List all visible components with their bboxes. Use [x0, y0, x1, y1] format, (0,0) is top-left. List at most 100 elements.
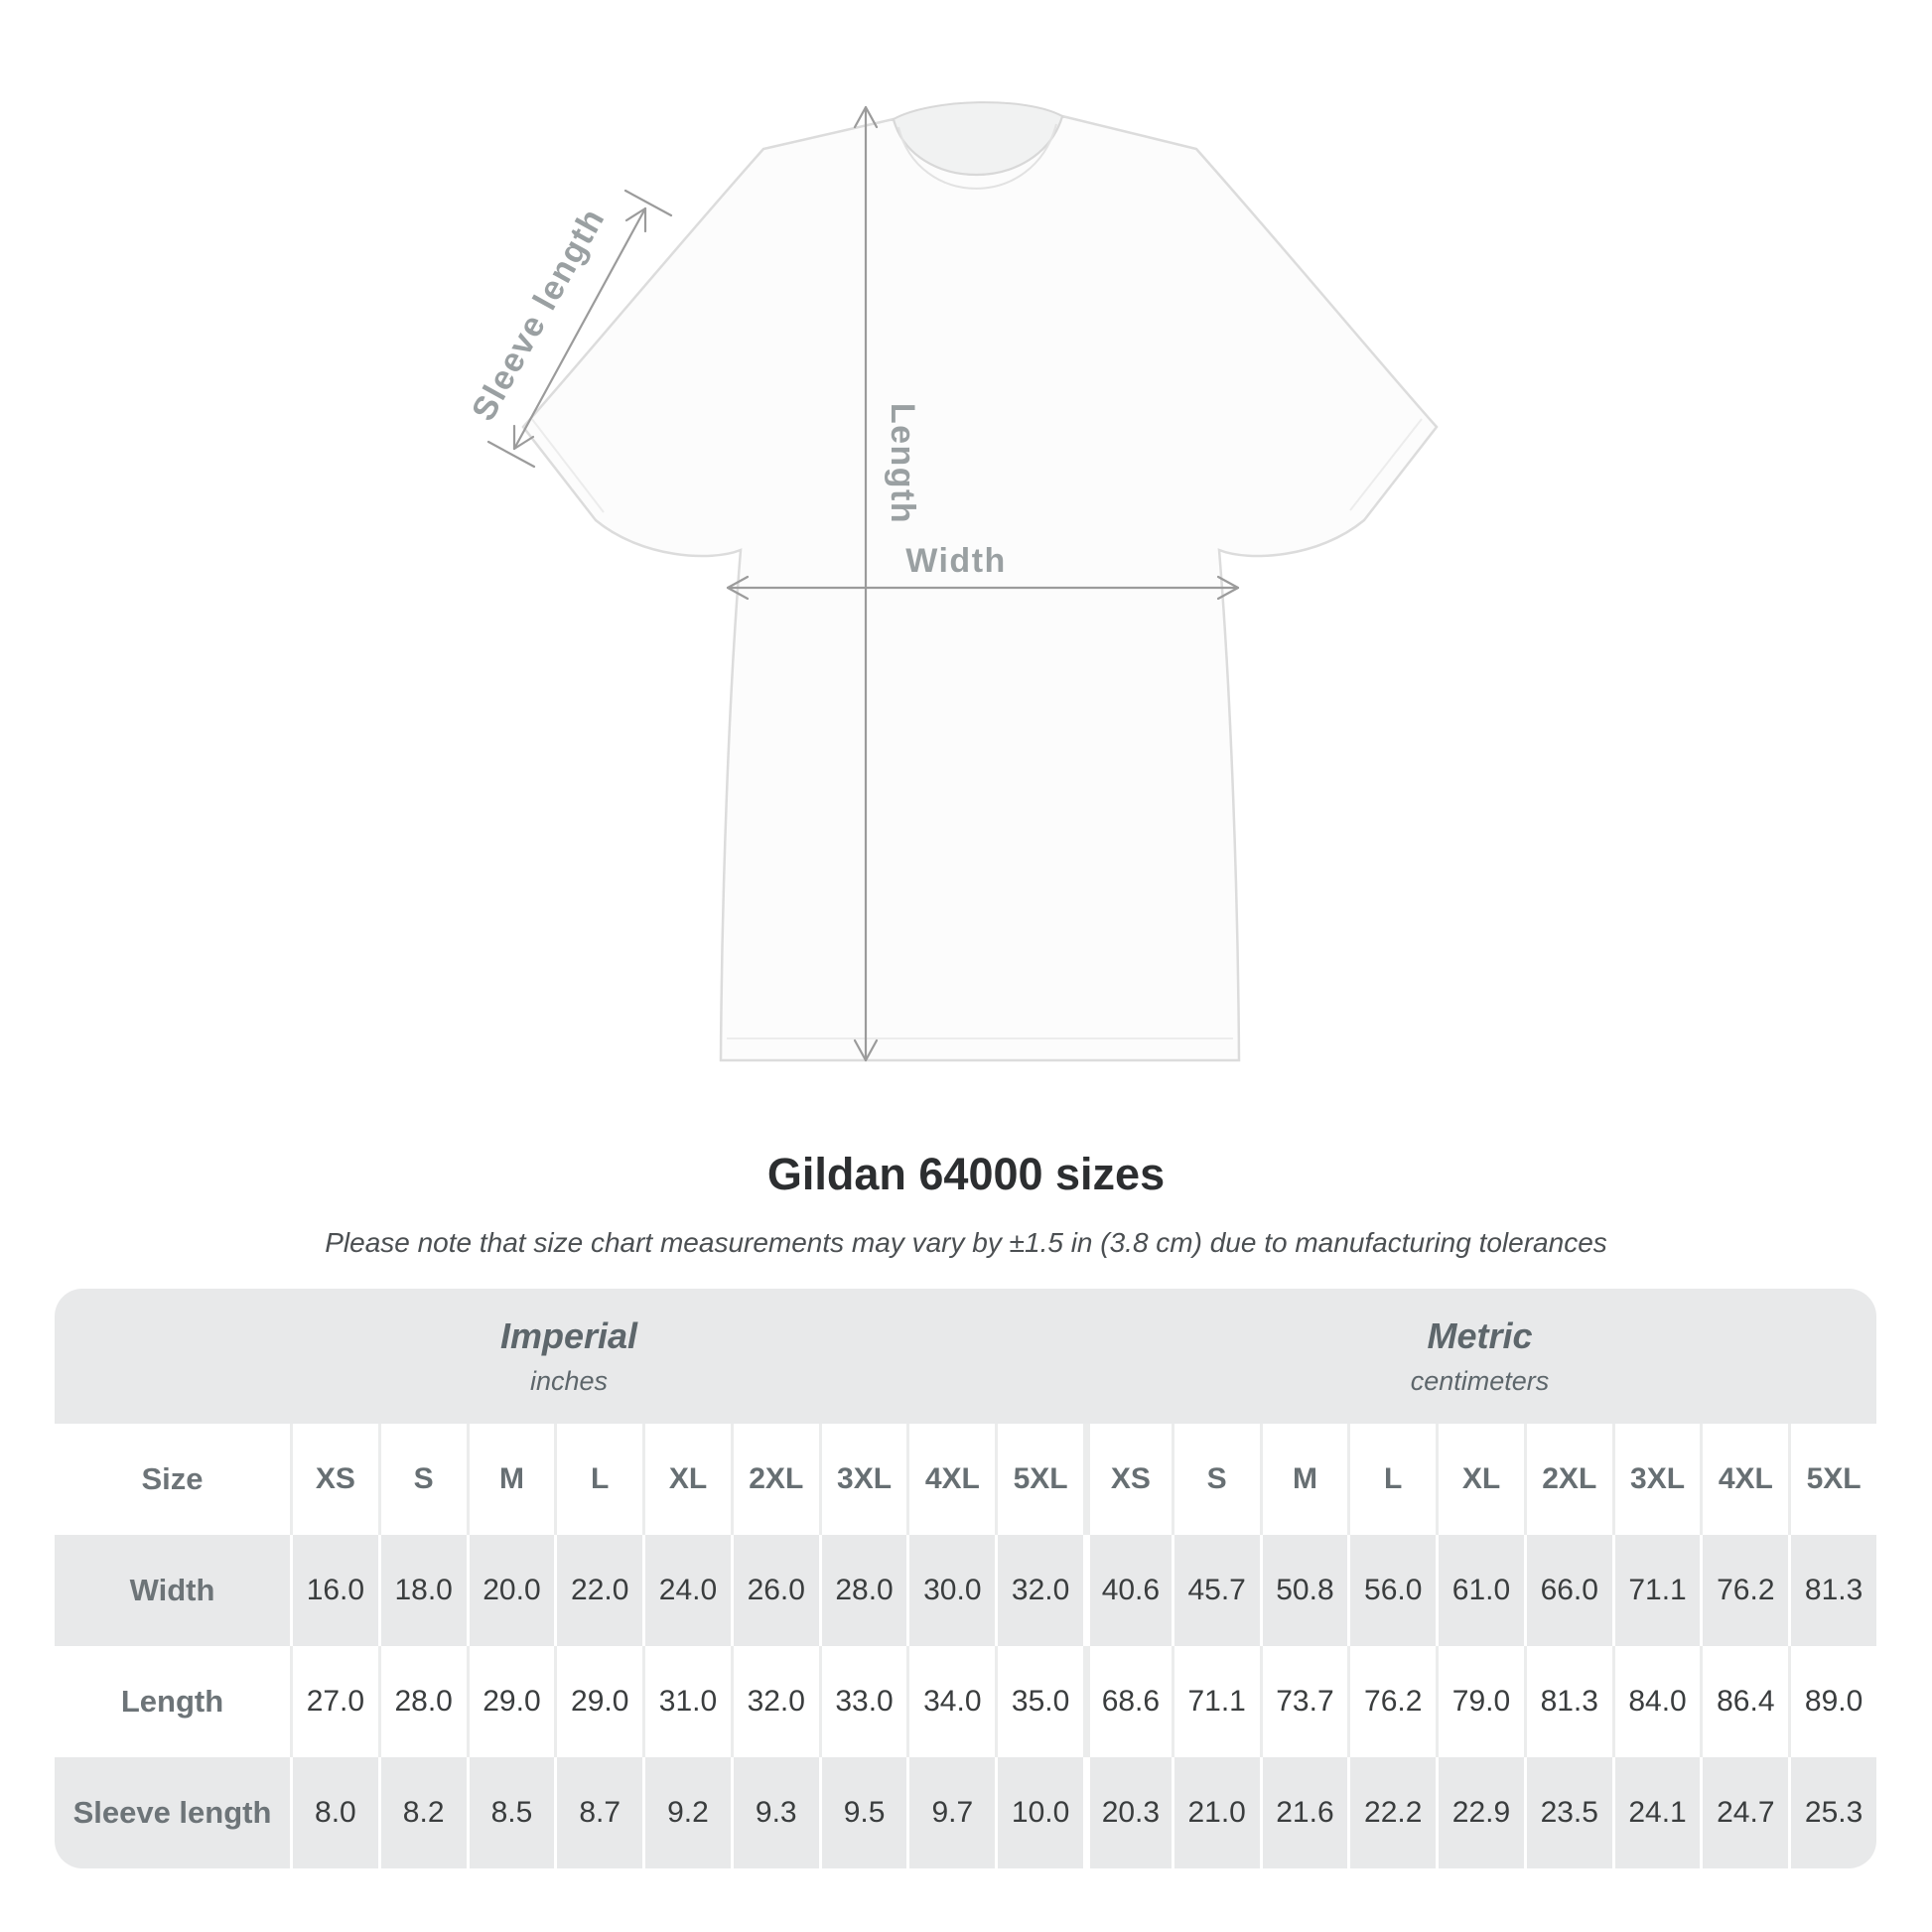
- value-cell: 9.3: [730, 1757, 819, 1868]
- value-cell: 71.1: [1171, 1646, 1260, 1757]
- value-cell: 9.5: [818, 1757, 907, 1868]
- tshirt-left-sleeve-seam: [530, 417, 605, 513]
- value-cell: 8.7: [554, 1757, 642, 1868]
- value-cell: 50.8: [1259, 1535, 1348, 1646]
- value-cell: 23.5: [1523, 1757, 1612, 1868]
- value-cell: 9.7: [906, 1757, 995, 1868]
- value-cell: 24.7: [1700, 1757, 1788, 1868]
- value-cell: 84.0: [1611, 1646, 1701, 1757]
- length-row: Length 27.0 28.0 29.0 29.0 31.0 32.0 33.…: [55, 1646, 1876, 1757]
- size-col-header: M: [466, 1424, 555, 1535]
- value-cell: 32.0: [730, 1646, 819, 1757]
- value-cell: 89.0: [1788, 1646, 1876, 1757]
- size-col-header: 5XL: [995, 1424, 1083, 1535]
- value-cell: 76.2: [1700, 1535, 1788, 1646]
- size-col-header: L: [1347, 1424, 1436, 1535]
- value-cell: 29.0: [466, 1646, 555, 1757]
- value-cell: 34.0: [906, 1646, 995, 1757]
- value-cell: 20.0: [466, 1535, 555, 1646]
- metric-group-unit: centimeters: [1410, 1366, 1550, 1396]
- size-col-header: XL: [1436, 1424, 1524, 1535]
- value-cell: 24.1: [1611, 1757, 1701, 1868]
- value-cell: 27.0: [290, 1646, 378, 1757]
- value-cell: 71.1: [1611, 1535, 1701, 1646]
- length-arrow: [853, 105, 879, 1062]
- value-cell: 22.2: [1347, 1757, 1436, 1868]
- size-col-header: XL: [642, 1424, 731, 1535]
- value-cell: 25.3: [1788, 1757, 1876, 1868]
- size-table: Imperial inches Metric centimeters Size …: [55, 1289, 1876, 1868]
- value-cell: 30.0: [906, 1535, 995, 1646]
- metric-group-header: Metric centimeters: [1083, 1289, 1876, 1424]
- value-cell: 18.0: [377, 1535, 467, 1646]
- value-cell: 28.0: [377, 1646, 467, 1757]
- value-cell: 32.0: [995, 1535, 1083, 1646]
- value-cell: 21.0: [1171, 1757, 1260, 1868]
- size-col-header: M: [1259, 1424, 1348, 1535]
- value-cell: 9.2: [642, 1757, 731, 1868]
- value-cell: 61.0: [1436, 1535, 1524, 1646]
- tshirt-right-sleeve-seam: [1349, 418, 1423, 511]
- sleeve-length-row-label: Sleeve length: [72, 1795, 272, 1830]
- page-title: Gildan 64000 sizes: [766, 1149, 1166, 1199]
- sleeve-length-row: Sleeve length 8.0 8.2 8.5 8.7 9.2 9.3 9.…: [55, 1757, 1876, 1868]
- size-header-row: Size XS S M L XL 2XL 3XL 4XL 5XL XS S M …: [55, 1424, 1876, 1535]
- value-cell: 22.0: [554, 1535, 642, 1646]
- size-col-header: 3XL: [1611, 1424, 1701, 1535]
- value-cell: 8.0: [290, 1757, 378, 1868]
- value-cell: 8.5: [466, 1757, 555, 1868]
- value-cell: 86.4: [1700, 1646, 1788, 1757]
- size-col-header: 2XL: [1523, 1424, 1612, 1535]
- tolerance-note: Please note that size chart measurements…: [325, 1227, 1607, 1258]
- value-cell: 40.6: [1083, 1535, 1172, 1646]
- unit-group-header-row: Imperial inches Metric centimeters: [55, 1289, 1876, 1424]
- width-arrow-label: Width: [905, 542, 1007, 580]
- length-arrow-label: Length: [884, 403, 921, 524]
- value-cell: 56.0: [1347, 1535, 1436, 1646]
- value-cell: 76.2: [1347, 1646, 1436, 1757]
- size-col-header: S: [1171, 1424, 1260, 1535]
- size-col-header: 2XL: [730, 1424, 819, 1535]
- value-cell: 16.0: [290, 1535, 378, 1646]
- value-cell: 45.7: [1171, 1535, 1260, 1646]
- value-cell: 81.3: [1788, 1535, 1876, 1646]
- value-cell: 73.7: [1259, 1646, 1348, 1757]
- tshirt-graphic: [521, 101, 1439, 1062]
- width-row: Width 16.0 18.0 20.0 22.0 24.0 26.0 28.0…: [55, 1535, 1876, 1646]
- value-cell: 20.3: [1083, 1757, 1172, 1868]
- value-cell: 24.0: [642, 1535, 731, 1646]
- value-cell: 29.0: [554, 1646, 642, 1757]
- sleeve-length-arrow: [486, 189, 673, 469]
- value-cell: 68.6: [1083, 1646, 1172, 1757]
- size-col-header: 4XL: [1700, 1424, 1788, 1535]
- size-col-header: XS: [290, 1424, 378, 1535]
- value-cell: 26.0: [730, 1535, 819, 1646]
- value-cell: 10.0: [995, 1757, 1083, 1868]
- size-col-header: 4XL: [906, 1424, 995, 1535]
- value-cell: 66.0: [1523, 1535, 1612, 1646]
- value-cell: 31.0: [642, 1646, 731, 1757]
- tshirt-neck-opening: [892, 101, 1064, 176]
- size-col-header: XS: [1083, 1424, 1172, 1535]
- size-col-header: L: [554, 1424, 642, 1535]
- value-cell: 22.9: [1436, 1757, 1524, 1868]
- size-col-header: 3XL: [818, 1424, 907, 1535]
- value-cell: 35.0: [995, 1646, 1083, 1757]
- value-cell: 33.0: [818, 1646, 907, 1757]
- value-cell: 28.0: [818, 1535, 907, 1646]
- value-cell: 8.2: [377, 1757, 467, 1868]
- imperial-group-title: Imperial: [499, 1315, 638, 1356]
- tshirt-size-diagram: Sleeve length Length Width: [465, 101, 1439, 1062]
- width-row-label: Width: [129, 1573, 215, 1607]
- imperial-group-header: Imperial inches: [55, 1289, 1083, 1424]
- metric-group-title: Metric: [1427, 1315, 1533, 1356]
- value-cell: 79.0: [1436, 1646, 1524, 1757]
- length-row-label: Length: [120, 1684, 224, 1719]
- size-col-header: S: [377, 1424, 467, 1535]
- tshirt-collar-rib: [897, 123, 1057, 190]
- value-cell: 21.6: [1259, 1757, 1348, 1868]
- value-cell: 81.3: [1523, 1646, 1612, 1757]
- size-row-label: Size: [141, 1461, 204, 1496]
- width-arrow: [726, 575, 1240, 601]
